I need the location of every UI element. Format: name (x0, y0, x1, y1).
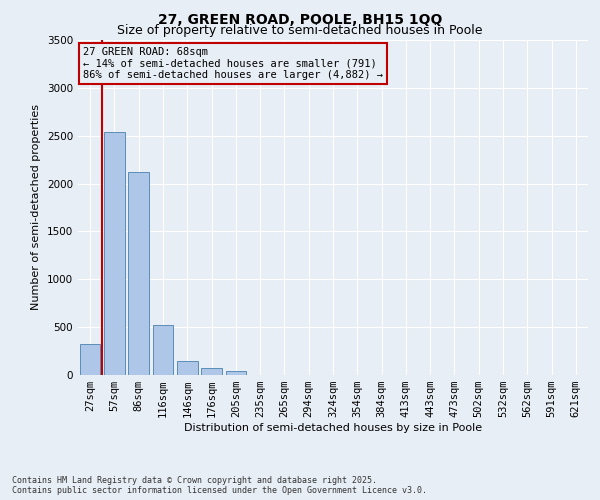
Text: Size of property relative to semi-detached houses in Poole: Size of property relative to semi-detach… (117, 24, 483, 37)
Bar (128, 172, 149, 375)
Bar (177, 361, 197, 375)
Bar (80, 344, 100, 375)
Bar (201, 368, 222, 375)
Text: 27 GREEN ROAD: 68sqm
← 14% of semi-detached houses are smaller (791)
86% of semi: 27 GREEN ROAD: 68sqm ← 14% of semi-detac… (83, 46, 383, 80)
Bar (226, 371, 246, 375)
Y-axis label: Number of semi-detached properties: Number of semi-detached properties (31, 104, 41, 310)
X-axis label: Distribution of semi-detached houses by size in Poole: Distribution of semi-detached houses by … (184, 423, 482, 433)
Text: 27, GREEN ROAD, POOLE, BH15 1QQ: 27, GREEN ROAD, POOLE, BH15 1QQ (158, 12, 442, 26)
Bar (152, 325, 173, 375)
Text: Contains HM Land Registry data © Crown copyright and database right 2025.
Contai: Contains HM Land Registry data © Crown c… (12, 476, 427, 495)
Bar (104, 132, 125, 375)
